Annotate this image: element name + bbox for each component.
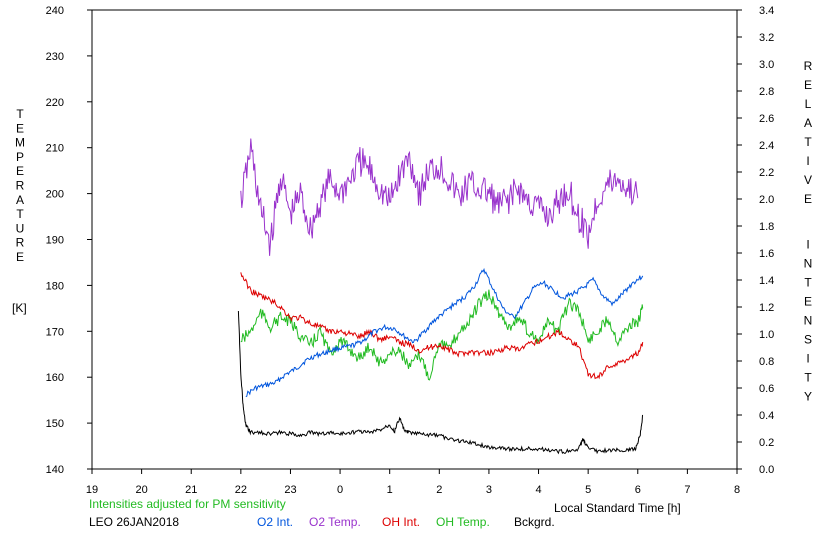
legend-oh-int: OH Int. — [382, 515, 420, 529]
axis-label-letter: E — [804, 295, 812, 309]
right-tick-label: 1.8 — [759, 221, 774, 233]
axis-label-letter: N — [804, 257, 813, 271]
right-tick-label: 3.4 — [759, 5, 774, 17]
axis-label-letter: V — [804, 173, 812, 187]
axis-label-letter: N — [804, 314, 813, 328]
station-date-label: LEO 26JAN2018 — [89, 515, 179, 529]
series-line-bckgrd — [237, 310, 644, 455]
x-tick-label: 5 — [585, 484, 591, 496]
left-tick-label: 220 — [46, 97, 64, 109]
right-axis-ticks: 0.0 0.2 0.4 0.6 0.8 1.0 1.2 1.4 1.6 1.8 2.0 2.2 2.4 2… — [737, 5, 774, 476]
axis-label-letter: T — [804, 276, 812, 290]
left-tick-label: 230 — [46, 51, 64, 63]
axis-label-letter: Y — [804, 390, 812, 404]
left-axis-unit: [K] — [12, 301, 27, 315]
pm-sensitivity-note: Intensities adjusted for PM sensitivity — [89, 497, 286, 511]
series-line-oh-int — [240, 272, 644, 380]
axis-label-letter: S — [804, 333, 812, 347]
axis-label-letter: E — [16, 250, 24, 264]
x-tick-label: 2 — [436, 484, 442, 496]
axis-label-letter: I — [806, 154, 809, 168]
series-line-oh-temp — [240, 289, 644, 381]
x-tick-label: 20 — [135, 484, 147, 496]
left-axis-ticks: 140 150 160 170 180 190 200 210 220 230 240 — [46, 5, 92, 476]
left-tick-label: 180 — [46, 280, 64, 292]
axis-label-letter: L — [805, 97, 812, 111]
series-layer — [237, 138, 644, 455]
series-line-o2-temp — [240, 138, 639, 256]
axis-label-letter: P — [16, 150, 24, 164]
right-tick-label: 2.6 — [759, 113, 774, 125]
axis-label-letter: I — [806, 352, 809, 366]
right-tick-label: 1.4 — [759, 275, 774, 287]
legend-bckgrd: Bckgrd. — [514, 515, 555, 529]
legend-oh-temp: OH Temp. — [436, 515, 490, 529]
left-tick-label: 200 — [46, 189, 64, 201]
axis-label-letter: U — [16, 221, 25, 235]
axis-label-letter: A — [16, 193, 24, 207]
x-tick-label: 1 — [387, 484, 393, 496]
left-tick-label: 140 — [46, 464, 64, 476]
axis-label-letter: E — [16, 121, 24, 135]
plot-frame — [91, 9, 738, 470]
right-tick-label: 0.4 — [759, 410, 774, 422]
x-axis-ticks: 19 20 21 22 23 0 1 2 3 4 5 6 7 8 — [86, 469, 740, 496]
axis-label-letter: I — [806, 238, 809, 252]
legend-o2-temp: O2 Temp. — [309, 515, 361, 529]
x-axis-label: Local Standard Time [h] — [554, 501, 681, 515]
axis-label-letter: A — [804, 116, 812, 130]
right-tick-label: 1.0 — [759, 329, 774, 341]
x-tick-label: 0 — [337, 484, 343, 496]
x-tick-label: 22 — [235, 484, 247, 496]
axis-label-letter: E — [16, 164, 24, 178]
left-tick-label: 170 — [46, 326, 64, 338]
right-tick-label: 3.0 — [759, 59, 774, 71]
right-tick-label: 1.2 — [759, 302, 774, 314]
right-tick-label: 0.0 — [759, 464, 774, 476]
x-tick-label: 4 — [535, 484, 541, 496]
axis-label-letter: T — [804, 135, 812, 149]
left-tick-label: 210 — [46, 143, 64, 155]
left-tick-label: 190 — [46, 235, 64, 247]
x-tick-label: 21 — [185, 484, 197, 496]
x-tick-label: 23 — [284, 484, 296, 496]
right-tick-label: 0.2 — [759, 437, 774, 449]
x-tick-label: 19 — [86, 484, 98, 496]
axis-label-letter: T — [804, 371, 812, 385]
series-line-o2-int — [245, 267, 644, 398]
axis-label-letter: T — [16, 207, 24, 221]
right-tick-label: 2.0 — [759, 194, 774, 206]
axis-label-letter: R — [16, 236, 25, 250]
axis-label-letter: T — [16, 107, 24, 121]
right-tick-label: 2.8 — [759, 86, 774, 98]
right-tick-label: 2.2 — [759, 167, 774, 179]
right-tick-label: 0.6 — [759, 383, 774, 395]
legend-o2-int: O2 Int. — [257, 515, 293, 529]
axis-label-letter: E — [804, 78, 812, 92]
x-tick-label: 6 — [635, 484, 641, 496]
left-tick-label: 150 — [46, 418, 64, 430]
right-tick-label: 1.6 — [759, 248, 774, 260]
x-tick-label: 3 — [486, 484, 492, 496]
left-tick-label: 160 — [46, 372, 64, 384]
axis-label-letter: R — [804, 59, 813, 73]
right-tick-label: 0.8 — [759, 356, 774, 368]
x-tick-label: 8 — [734, 484, 740, 496]
left-tick-label: 240 — [46, 5, 64, 17]
axis-label-letter: M — [15, 136, 25, 150]
x-tick-label: 7 — [684, 484, 690, 496]
axis-label-letter: E — [804, 192, 812, 206]
right-tick-label: 3.2 — [759, 32, 774, 44]
right-tick-label: 2.4 — [759, 140, 774, 152]
axis-label-letter: R — [16, 179, 25, 193]
